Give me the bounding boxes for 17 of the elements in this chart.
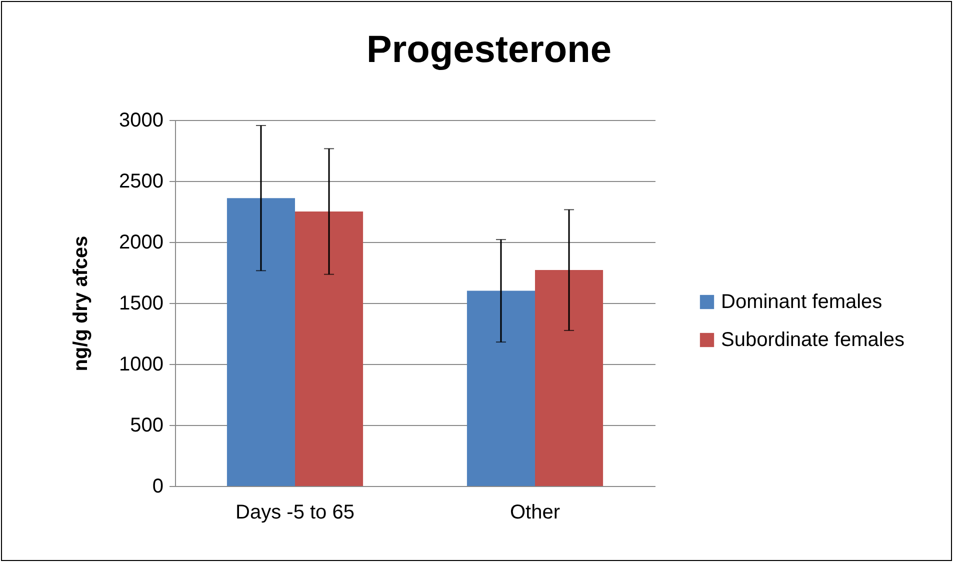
y-tick-label: 1500 [119, 292, 164, 314]
legend-label: Dominant females [721, 291, 882, 313]
x-tick-label: Other [510, 502, 560, 524]
x-tick-label: Days -5 to 65 [236, 502, 354, 524]
bar [466, 290, 535, 486]
y-tick-label: 2000 [119, 232, 164, 254]
y-tick-label: 1000 [119, 354, 164, 376]
y-tick-label: 3000 [119, 110, 164, 132]
bar [295, 212, 364, 486]
y-tick-label: 2500 [119, 170, 164, 192]
y-tick-label: 0 [152, 476, 164, 498]
bar [226, 198, 295, 486]
bar [535, 270, 604, 486]
chart-title: Progesterone [366, 29, 612, 71]
y-axis-title: ng/g dry afces [70, 236, 92, 372]
legend-label: Subordinate females [721, 329, 904, 351]
y-tick-label: 500 [130, 414, 164, 436]
